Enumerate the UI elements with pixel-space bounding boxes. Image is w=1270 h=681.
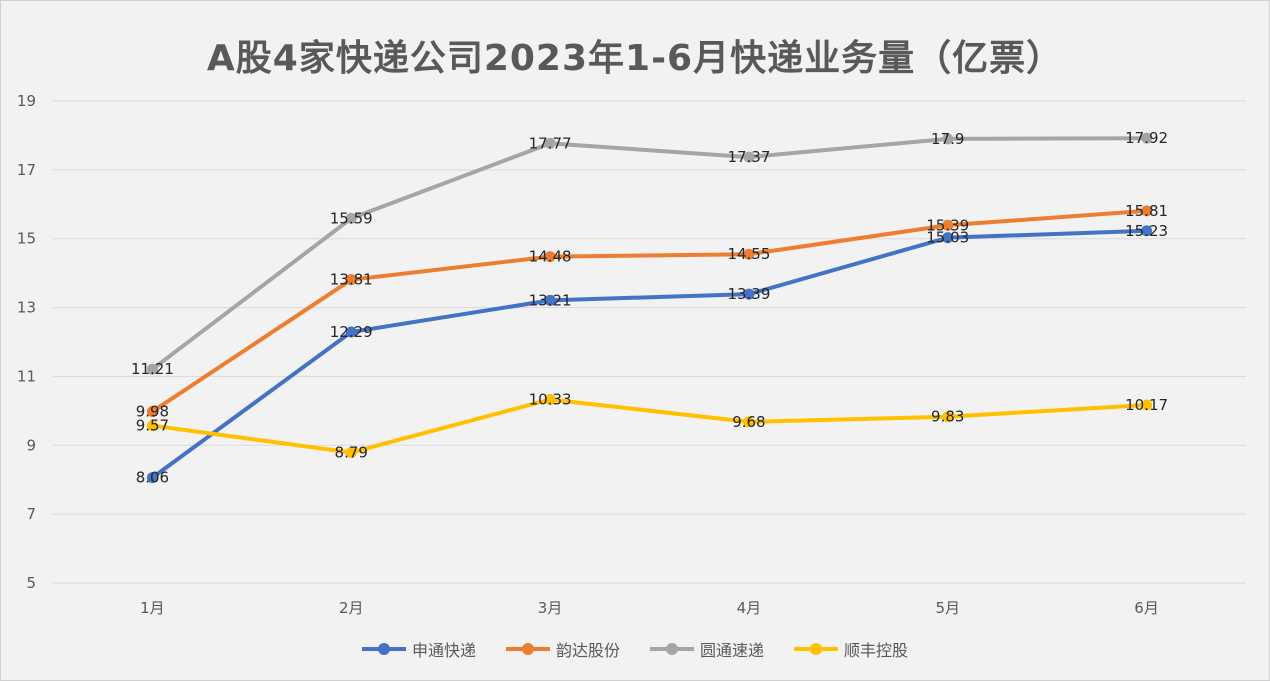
y-tick-label: 9 <box>26 436 36 454</box>
data-point <box>1141 225 1153 237</box>
data-label: 17.9 <box>931 130 964 148</box>
data-label: 17.92 <box>1125 129 1168 147</box>
legend-marker <box>666 643 678 655</box>
legend: 申通快递 韵达股份 圆通速递 顺丰控股 <box>1 637 1269 661</box>
legend-label: 圆通速递 <box>700 641 765 660</box>
data-point <box>146 363 158 375</box>
data-point <box>146 420 158 432</box>
legend-item: 顺丰控股 <box>794 637 908 661</box>
legend-label: 顺丰控股 <box>844 641 909 660</box>
data-label: 15.23 <box>1125 222 1168 240</box>
x-tick-label: 4月 <box>737 599 762 617</box>
series-line <box>150 208 1149 414</box>
series-line <box>150 136 1149 372</box>
x-tick-label: 5月 <box>935 599 960 617</box>
data-point <box>544 393 556 405</box>
data-point <box>1141 132 1153 144</box>
x-tick-label: 3月 <box>538 599 563 617</box>
y-tick-label: 11 <box>17 367 36 385</box>
data-label: 12.29 <box>330 323 373 341</box>
data-label: 9.98 <box>136 403 169 421</box>
data-label: 17.37 <box>727 148 770 166</box>
data-label: 8.79 <box>335 444 368 462</box>
y-tick-label: 13 <box>17 299 36 317</box>
legend-marker <box>377 643 390 655</box>
data-label: 13.39 <box>727 285 770 303</box>
series-line <box>150 228 1149 480</box>
data-label: 9.68 <box>732 413 765 431</box>
legend-label: 申通快递 <box>411 641 476 660</box>
data-label: 8.06 <box>136 469 169 487</box>
data-label: 14.48 <box>529 248 572 266</box>
y-tick-label: 7 <box>26 505 36 523</box>
y-tick-label: 15 <box>17 230 36 248</box>
data-point <box>544 251 556 263</box>
chart-title: A股4家快递公司2023年1-6月快递业务量（亿票） <box>206 38 1064 79</box>
legend-swatch <box>794 643 839 655</box>
data-point <box>942 219 954 231</box>
legend-marker <box>810 643 823 655</box>
x-tick-label: 6月 <box>1134 599 1159 617</box>
data-label: 13.21 <box>529 291 572 309</box>
legend-swatch <box>361 643 406 655</box>
data-point <box>743 151 755 163</box>
data-point <box>146 472 158 484</box>
data-point <box>544 137 556 149</box>
data-point <box>743 248 755 260</box>
data-point <box>345 447 357 459</box>
legend-item: 圆通速递 <box>650 637 764 661</box>
x-tick-label: 1月 <box>140 599 165 617</box>
data-label: 13.81 <box>330 271 373 289</box>
data-point <box>146 406 158 418</box>
data-point <box>1141 399 1153 411</box>
legend-item: 韵达股份 <box>505 637 620 661</box>
legend-swatch <box>650 643 694 655</box>
data-label: 15.59 <box>330 209 373 227</box>
data-point <box>942 411 954 423</box>
data-label: 15.03 <box>926 229 969 247</box>
data-point <box>743 288 755 300</box>
data-label: 9.57 <box>136 417 169 435</box>
data-point <box>345 212 357 224</box>
legend-item: 申通快递 <box>361 637 476 661</box>
data-label: 15.81 <box>1125 202 1168 220</box>
legend-swatch <box>505 643 550 655</box>
data-label: 15.39 <box>926 216 969 234</box>
data-point <box>743 416 755 428</box>
legend-label: 韵达股份 <box>555 641 620 660</box>
y-tick-label: 5 <box>26 574 36 592</box>
data-point <box>942 232 954 244</box>
data-point <box>544 294 556 306</box>
x-tick-label: 2月 <box>339 599 364 617</box>
data-label: 10.17 <box>1125 396 1168 414</box>
series-line <box>150 397 1149 455</box>
data-label: 9.83 <box>931 408 964 426</box>
data-point <box>1141 205 1153 217</box>
y-tick-label: 19 <box>17 92 36 110</box>
data-point <box>942 133 954 145</box>
data-label: 17.77 <box>529 134 572 152</box>
data-label: 14.55 <box>727 245 770 263</box>
legend-marker <box>521 643 534 655</box>
data-point <box>345 274 357 286</box>
data-label: 11.21 <box>131 360 174 378</box>
y-tick-label: 17 <box>17 161 36 179</box>
data-point <box>345 326 357 338</box>
data-label: 10.33 <box>529 390 572 408</box>
